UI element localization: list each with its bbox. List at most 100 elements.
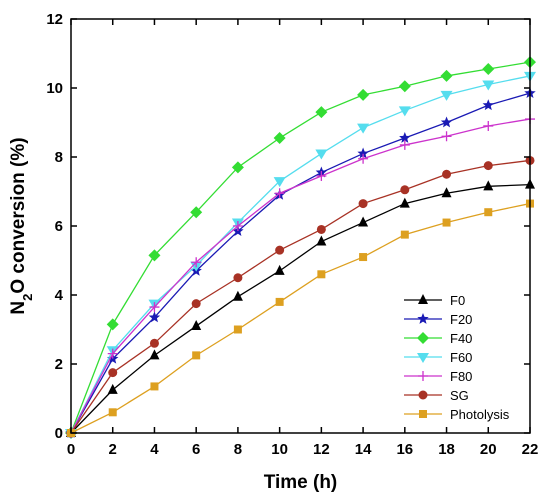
data-point-f80 [316,170,327,181]
x-axis-title: Time (h) [264,472,338,493]
data-point-f80 [399,139,410,150]
data-point-f40 [440,69,453,82]
data-point-f60 [398,106,411,117]
y-tick-label: 10 [46,80,63,97]
data-point-f60 [482,80,495,91]
legend-label-f40: F40 [450,331,472,346]
data-point-f80 [483,120,494,131]
data-point-f0 [191,320,202,331]
data-point-sg [483,161,493,171]
data-point-f40 [106,318,119,331]
series-f40 [65,56,536,439]
legend-entry-f80: F80 [404,369,472,384]
data-point-f0 [358,216,369,227]
data-point-f40 [482,63,495,76]
data-point-sg [149,338,159,348]
x-tick-label: 16 [396,441,413,458]
data-point-sg [400,185,410,195]
legend-label-photolysis: Photolysis [450,407,510,422]
series-line-f0 [70,183,531,434]
data-point-f80 [274,188,285,199]
series-line-f40 [70,61,531,434]
y-axis-title-sub: 2 [20,294,35,301]
data-point-sg [358,199,368,209]
legend-marker-photolysis [419,410,427,418]
legend-entry-f60: F60 [404,350,472,365]
legend-marker-f80 [418,371,428,381]
data-point-photolysis [317,270,326,279]
series-line-f60 [70,75,531,434]
legend: F0 F20 F40 F60 F80 SG Photolysis [404,293,510,422]
data-point-f40 [273,132,286,145]
data-point-photolysis [484,208,493,217]
legend-marker-sg [418,390,428,400]
data-point-f40 [231,161,244,174]
data-point-f60 [357,123,370,134]
x-tick-label: 18 [438,441,455,458]
series-layer [65,56,536,439]
legend-marker-f0 [418,294,428,304]
data-point-f80 [358,153,369,164]
data-point-sg [442,169,452,179]
data-point-f0 [149,349,160,360]
data-point-f60 [315,149,328,160]
series-f80 [66,114,535,438]
axes-layer: 0 2 4 6 8 10 12 14 16 18 20 22 0 2 4 6 8 10 12 [46,11,538,458]
legend-marker-f60 [417,353,429,363]
data-point-sg [108,368,118,378]
data-point-photolysis [275,297,284,306]
data-point-f60 [440,90,453,101]
data-point-sg [316,224,326,234]
data-point-f40 [357,88,370,101]
data-point-f80 [107,348,118,359]
series-line-f80 [70,118,531,434]
x-tick-label: 2 [109,441,117,458]
data-point-f40 [190,206,203,219]
x-tick-label: 22 [522,441,539,458]
legend-label-f20: F20 [450,312,472,327]
series-sg [66,155,535,438]
data-point-f80 [191,257,202,268]
data-point-f20 [482,99,494,111]
data-point-f0 [441,187,452,198]
series-line-photolysis [70,202,531,434]
data-point-f0 [107,383,118,394]
data-point-f80 [232,221,243,231]
y-axis-title-rest: O conversion (%) [8,137,29,293]
y-tick-label: 2 [55,356,63,373]
y-axis-title-main: N [8,301,29,315]
legend-entry-photolysis: Photolysis [404,407,510,422]
legend-label-f0: F0 [450,293,465,308]
data-point-f80 [149,302,160,313]
data-point-photolysis [150,382,159,391]
data-point-f20 [440,116,453,128]
y-tick-label: 12 [46,11,63,28]
data-point-photolysis [108,408,117,417]
data-point-photolysis [192,351,201,360]
data-point-f0 [399,197,410,208]
legend-entry-f40: F40 [404,331,472,346]
series-line-f20 [70,92,531,434]
data-point-f40 [148,249,161,262]
data-point-photolysis [400,230,409,239]
x-tick-label: 14 [355,441,372,458]
data-point-f20 [399,132,411,143]
x-tick-label: 20 [480,441,497,458]
series-f0 [66,178,535,437]
legend-label-sg: SG [450,388,469,403]
y-tick-label: 6 [55,218,63,235]
data-point-sg [191,299,201,309]
legend-entry-sg: SG [404,388,469,403]
data-point-f40 [315,106,328,119]
legend-label-f80: F80 [450,369,472,384]
data-point-f0 [483,180,494,191]
x-tick-label: 6 [192,441,200,458]
legend-entry-f20: F20 [404,312,472,327]
data-point-sg [275,245,285,255]
legend-label-f60: F60 [450,350,472,365]
y-tick-label: 0 [55,425,63,442]
data-point-photolysis [442,218,451,227]
x-tick-label: 8 [234,441,242,458]
legend-marker-f20 [417,313,429,324]
